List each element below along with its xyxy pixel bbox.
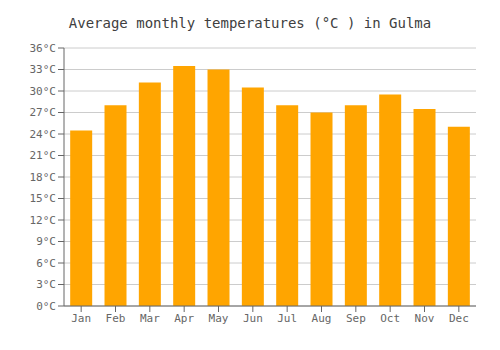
svg-text:6°C: 6°C — [36, 257, 56, 270]
svg-text:Dec: Dec — [449, 312, 469, 325]
svg-text:15°C: 15°C — [30, 192, 57, 205]
svg-text:12°C: 12°C — [30, 214, 57, 227]
svg-text:Jan: Jan — [71, 312, 91, 325]
svg-text:3°C: 3°C — [36, 278, 56, 291]
svg-text:36°C: 36°C — [30, 42, 57, 55]
svg-text:24°C: 24°C — [30, 128, 57, 141]
svg-text:21°C: 21°C — [30, 149, 57, 162]
svg-text:Oct: Oct — [380, 312, 400, 325]
svg-text:Aug: Aug — [312, 312, 332, 325]
svg-text:27°C: 27°C — [30, 106, 57, 119]
svg-text:Feb: Feb — [106, 312, 126, 325]
svg-text:33°C: 33°C — [30, 63, 57, 76]
svg-text:9°C: 9°C — [36, 235, 56, 248]
svg-text:Nov: Nov — [415, 312, 435, 325]
svg-text:30°C: 30°C — [30, 85, 57, 98]
svg-text:Jun: Jun — [243, 312, 263, 325]
html-text:Average monthly temperatures (: Average monthly temperatures (°C ) in Gu… — [68, 15, 432, 31]
svg-text:Mar: Mar — [140, 312, 160, 325]
svg-text:May: May — [209, 312, 229, 325]
svg-text:Apr: Apr — [174, 312, 194, 325]
svg-text:Jul: Jul — [277, 312, 297, 325]
svg-text:Sep: Sep — [346, 312, 366, 325]
svg-text:0°C: 0°C — [36, 300, 56, 313]
svg-text:18°C: 18°C — [30, 171, 57, 184]
